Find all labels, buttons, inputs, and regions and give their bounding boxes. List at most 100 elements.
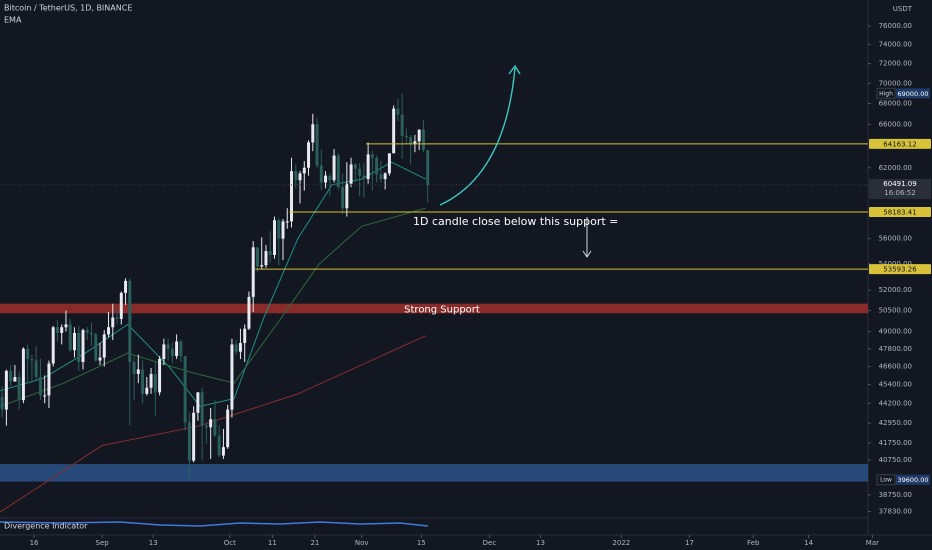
- y-tick-label: 41750.00: [879, 439, 912, 447]
- candle-body: [107, 327, 111, 335]
- candle-body: [72, 332, 76, 351]
- candle-body: [375, 157, 379, 175]
- candle-body: [294, 171, 298, 181]
- candle-body: [38, 376, 42, 396]
- candle-body: [392, 108, 396, 154]
- candle-body: [141, 369, 145, 394]
- chart-title: Bitcoin / TetherUS, 1D, BINANCE: [4, 4, 132, 13]
- y-tick-label: 52000.00: [879, 286, 912, 294]
- x-tick-label: 17: [685, 539, 694, 547]
- y-tick-label: 49000.00: [879, 328, 912, 336]
- candle-body: [55, 327, 59, 333]
- candle-body: [366, 154, 370, 180]
- y-tick-label: 47800.00: [879, 345, 912, 353]
- y-tick-label: 76000.00: [879, 22, 912, 30]
- zones: Strong Support: [0, 303, 868, 482]
- marker-name-tag: [876, 474, 896, 486]
- candle-body: [77, 332, 81, 363]
- candle-body: [345, 183, 349, 209]
- candle-body: [21, 348, 25, 401]
- candle-body: [0, 396, 4, 410]
- candle-body: [111, 317, 115, 328]
- axes: 76000.00 74000.00 72000.00 70000.00 68000.00…: [0, 22, 931, 547]
- candle-body: [234, 344, 238, 352]
- candle-body: [349, 164, 353, 184]
- candle-body: [379, 174, 383, 180]
- levels: [255, 143, 868, 270]
- x-tick-label: 21: [310, 539, 319, 547]
- currency: USDT: [893, 5, 913, 13]
- candle-body: [255, 247, 259, 267]
- candle-body: [30, 359, 34, 361]
- countdown: 16:06:52: [884, 189, 915, 197]
- indicator-line: [0, 521, 429, 527]
- candle-body: [17, 376, 21, 401]
- candle-body: [47, 363, 51, 396]
- candle-body: [221, 447, 225, 456]
- candle-body: [281, 221, 285, 239]
- indicator-label: EMA: [4, 16, 22, 25]
- candle-body: [175, 341, 179, 357]
- candle-body: [324, 175, 328, 183]
- candle-body: [213, 419, 217, 436]
- candle-body: [196, 392, 200, 413]
- y-tick-label: 56000.00: [879, 235, 912, 243]
- candle-body: [409, 137, 413, 144]
- ema-line: [0, 335, 426, 513]
- candle-body: [353, 164, 357, 169]
- annotation: 1D candle close below this support =: [413, 215, 618, 228]
- candle-body: [285, 221, 289, 223]
- candle-body: [260, 265, 264, 267]
- candle-body: [158, 359, 162, 393]
- marker-label: 39600.00: [897, 476, 928, 484]
- candle-body: [332, 155, 336, 181]
- candle-body: [383, 173, 387, 180]
- marker-name: High: [879, 90, 893, 97]
- candle-body: [243, 328, 247, 343]
- marker-label: 69000.00: [897, 90, 928, 98]
- candle-body: [209, 419, 213, 428]
- y-tick-label: 70000.00: [879, 79, 912, 87]
- y-tick-label: 74000.00: [879, 41, 912, 49]
- candle-body: [247, 296, 251, 329]
- candle-body: [85, 330, 89, 333]
- candles: [0, 93, 430, 480]
- marker-tag: [896, 88, 930, 99]
- y-tick-label: 45400.00: [879, 381, 912, 389]
- x-tick-label: Dec: [483, 539, 497, 547]
- y-tick-label: 54000.00: [879, 260, 912, 268]
- candle-body: [268, 251, 272, 255]
- x-tick-label: Nov: [355, 539, 369, 547]
- candle-body: [162, 344, 166, 360]
- last-price-tag: [869, 178, 931, 199]
- candle-body: [311, 124, 315, 143]
- candle-body: [251, 247, 255, 297]
- pane-title: Divergence Indicator: [4, 522, 88, 531]
- candle-body: [328, 175, 332, 181]
- candle-body: [119, 292, 123, 319]
- candle-body: [192, 412, 196, 461]
- level-tag: [869, 138, 931, 149]
- candle-body: [336, 155, 340, 188]
- candle-body: [319, 165, 323, 183]
- x-tick-label: 14: [804, 539, 813, 547]
- x-tick-label: Oct: [224, 539, 236, 547]
- candle-body: [417, 129, 421, 142]
- ema-lines: [0, 161, 426, 513]
- candle-body: [421, 129, 425, 151]
- candle-body: [426, 150, 430, 185]
- projection-arrow: [439, 67, 516, 206]
- candle-body: [136, 369, 140, 374]
- y-tick-label: 62000.00: [879, 164, 912, 172]
- candle-body: [315, 124, 319, 166]
- candle-body: [226, 409, 230, 448]
- candle-body: [153, 373, 157, 393]
- candle-body: [124, 280, 128, 293]
- level-tag-label: 53593.26: [883, 266, 917, 274]
- y-tick-label: 42950.00: [879, 419, 912, 427]
- y-tick-label: 50500.00: [879, 307, 912, 315]
- zone-label: Strong Support: [404, 304, 480, 315]
- y-tick-label: 38750.00: [879, 491, 912, 499]
